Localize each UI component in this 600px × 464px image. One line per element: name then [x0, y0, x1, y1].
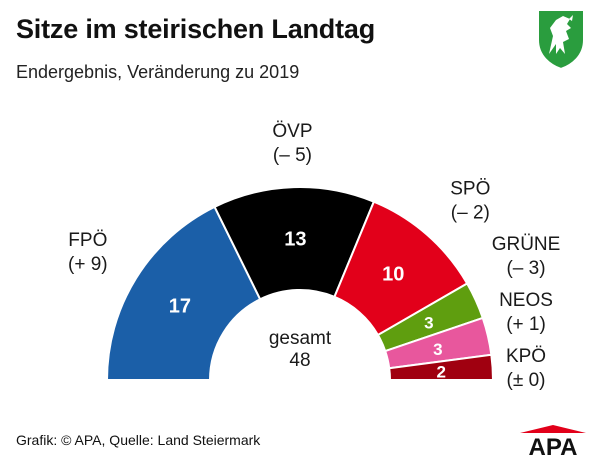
value-label-oevp: 13: [284, 229, 306, 251]
party-change-neos: (+ 1): [506, 314, 546, 335]
party-change-oevp: (– 5): [273, 145, 312, 166]
party-change-kpoe: (± 0): [507, 370, 546, 391]
party-name-kpoe: KPÖ: [506, 346, 546, 367]
slice-fpoe: [105, 205, 262, 381]
party-name-gruene: GRÜNE: [492, 234, 561, 255]
slice-kpoe: [388, 353, 495, 381]
apa-logo: APA: [520, 425, 586, 458]
slice-oevp: [213, 186, 376, 301]
styrian-crest-icon: [537, 9, 585, 71]
value-label-fpoe: 17: [169, 295, 191, 317]
chart-title: Sitze im steirischen Landtag: [16, 14, 375, 44]
center-label: gesamt: [269, 328, 332, 349]
total-seats-value: 48: [289, 350, 310, 371]
value-label-neos: 3: [433, 340, 442, 359]
party-change-spoe: (– 2): [451, 202, 490, 223]
chart-party-labels: FPÖ (+ 9) ÖVP (– 5) SPÖ (– 2)GRÜNE (– 3) NEOS (+…: [68, 121, 560, 391]
apa-logo-roof-icon: [520, 425, 586, 433]
value-label-spoe: 10: [382, 264, 404, 286]
party-name-neos: NEOS: [499, 290, 553, 311]
chart-subtitle: Endergebnis, Veränderung zu 2019: [16, 62, 300, 82]
apa-logo-text: APA: [529, 434, 578, 458]
value-label-gruene: 3: [424, 314, 433, 333]
party-name-fpoe: FPÖ: [68, 230, 107, 251]
value-label-kpoe: 2: [436, 363, 445, 382]
party-change-gruene: (– 3): [506, 258, 545, 279]
party-name-oevp: ÖVP: [272, 121, 312, 142]
chart-slices: [105, 186, 495, 381]
party-name-spoe: SPÖ: [450, 178, 490, 199]
source-credit: Grafik: © APA, Quelle: Land Steiermark: [16, 432, 261, 448]
chart-value-labels: 17 13 10 33 2: [169, 229, 446, 382]
party-change-fpoe: (+ 9): [68, 254, 108, 275]
